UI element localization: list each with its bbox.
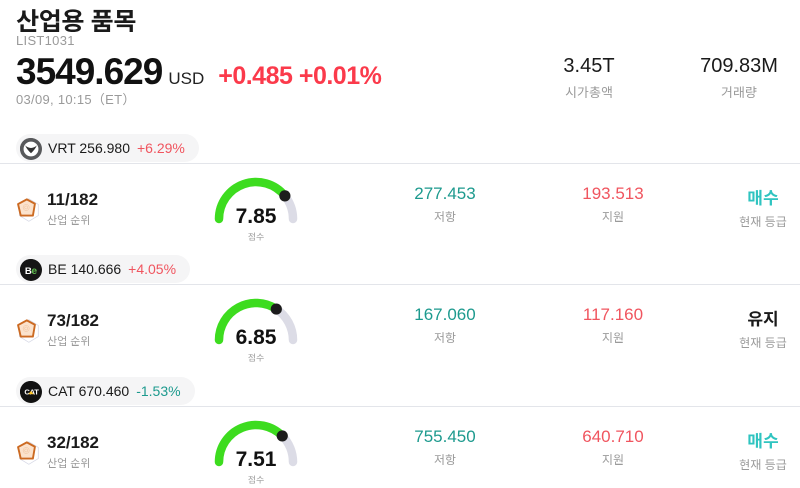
- svg-text:e: e: [31, 265, 37, 276]
